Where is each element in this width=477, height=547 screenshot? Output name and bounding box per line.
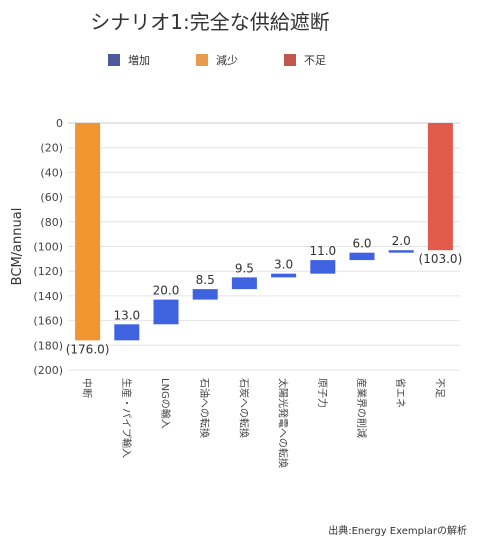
data-label: 6.0 xyxy=(352,237,371,251)
legend-label-increase: 増加 xyxy=(128,54,150,67)
data-label: 8.5 xyxy=(196,273,215,287)
bar-increase xyxy=(114,324,140,341)
data-label: 2.0 xyxy=(392,234,411,248)
y-axis-label: BCM/annual xyxy=(10,208,25,286)
x-tick-label: 産業界の削減 xyxy=(355,378,368,438)
y-tick-label: (100) xyxy=(33,241,63,254)
legend-entry-shortfall: 不足 xyxy=(284,52,326,68)
x-tick-label: LNGの輸入 xyxy=(159,378,172,429)
x-tick-label: 石油への転換 xyxy=(198,378,211,438)
chart-title: シナリオ1:完全な供給遮断 xyxy=(90,10,330,34)
legend-swatch-shortfall xyxy=(284,54,296,66)
y-tick-label: (40) xyxy=(40,166,63,179)
y-tick-label: (180) xyxy=(33,339,63,352)
x-tick-label: 省エネ xyxy=(394,378,407,408)
bar-increase xyxy=(349,252,375,261)
bar-increase xyxy=(192,289,218,300)
data-label: (103.0) xyxy=(419,252,463,266)
bars xyxy=(75,123,453,341)
y-tick-label: 0 xyxy=(56,117,63,130)
bar-increase xyxy=(153,299,179,325)
data-label: 3.0 xyxy=(274,258,293,272)
bar-shortfall xyxy=(427,123,453,251)
x-tick-labels: 中断 生産・パイプ輸入 LNGの輸入 石油への転換 石炭への転換 太陽光発電への転換 原子力… xyxy=(81,378,446,468)
legend-label-shortfall: 不足 xyxy=(304,54,326,67)
legend-swatch-increase xyxy=(108,54,120,66)
legend: 増加 減少 不足 xyxy=(108,50,372,70)
legend-entry-decrease: 減少 xyxy=(196,52,238,68)
legend-swatch-decrease xyxy=(196,54,208,66)
bar-increase xyxy=(271,273,297,278)
y-tick-label: (20) xyxy=(40,142,63,155)
y-tick-label: (200) xyxy=(33,364,63,377)
x-tick-label: 中断 xyxy=(81,378,94,398)
bar-decrease xyxy=(75,123,101,341)
x-tick-label: 生産・パイプ輸入 xyxy=(120,378,133,458)
y-tick-label: (60) xyxy=(40,191,63,204)
source-note: 出典:Energy Exemplarの解析 xyxy=(328,526,467,537)
grid-lines xyxy=(68,122,460,371)
x-tick-label: 石炭への転換 xyxy=(237,378,249,438)
data-label: 13.0 xyxy=(113,308,140,322)
data-label: 20.0 xyxy=(153,284,180,298)
bar-increase xyxy=(388,250,414,253)
x-tick-label: 不足 xyxy=(433,378,445,398)
bar-increase xyxy=(310,260,336,274)
y-tick-label: (120) xyxy=(33,265,63,278)
y-tick-label: (140) xyxy=(33,290,63,303)
data-label: 11.0 xyxy=(309,244,336,258)
data-label: 9.5 xyxy=(235,261,254,275)
y-tick-label: (160) xyxy=(33,315,63,328)
data-label: (176.0) xyxy=(66,342,110,356)
x-tick-label: 太陽光発電への転換 xyxy=(277,378,290,468)
y-tick-labels: 0 (20) (40) (60) (80) (100) (120) (140) (160) (18… xyxy=(33,117,63,377)
y-tick-label: (80) xyxy=(40,216,63,229)
data-labels: (176.0) 13.0 20.0 8.5 9.5 3.0 11.0 6.0 2.0 (103.0… xyxy=(66,234,463,356)
x-tick-label: 原子力 xyxy=(316,378,329,408)
legend-entry-increase: 増加 xyxy=(108,52,150,68)
bar-increase xyxy=(231,277,257,290)
legend-label-decrease: 減少 xyxy=(216,54,238,67)
